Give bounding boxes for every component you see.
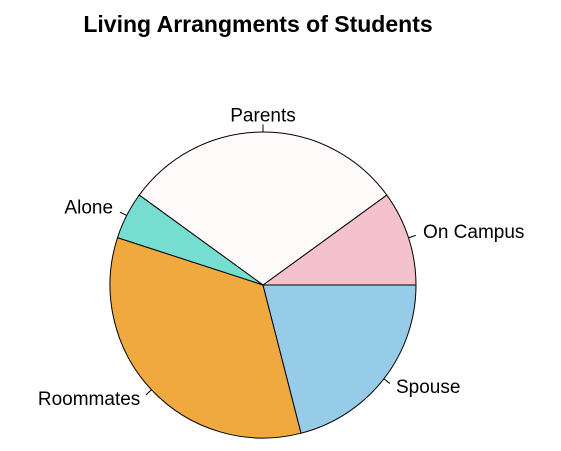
- slice-label-roommates: Roommates: [38, 389, 140, 410]
- leader-line-spouse: [383, 378, 391, 384]
- chart-title: Living Arrangments of Students: [83, 11, 432, 37]
- pie-slices: [109, 131, 417, 439]
- slice-labels: On Campus Parents Alone Roommates Spouse: [38, 106, 525, 411]
- pie-slice-parents: [138, 131, 388, 286]
- leader-lines: [119, 124, 416, 396]
- slice-label-on-campus: On Campus: [423, 222, 524, 243]
- leader-line-on-campus: [408, 234, 416, 239]
- slice-label-alone: Alone: [64, 198, 113, 219]
- slice-label-parents: Parents: [230, 106, 295, 127]
- pie-slice-roommates: [109, 237, 302, 439]
- leader-line-alone: [119, 211, 127, 216]
- leader-line-roommates: [145, 389, 152, 396]
- slice-label-spouse: Spouse: [396, 377, 460, 398]
